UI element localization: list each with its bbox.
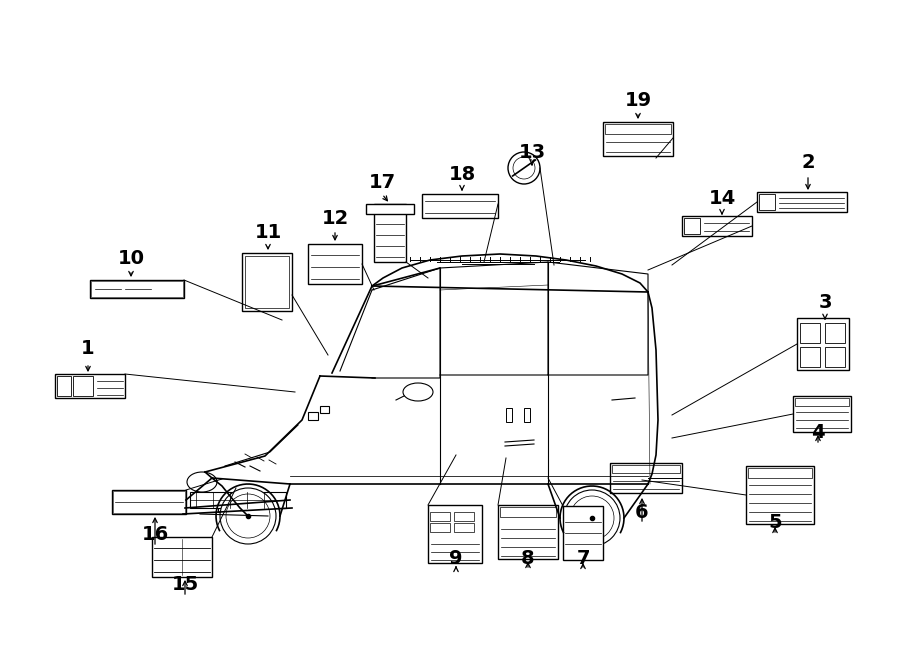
Bar [800,347,820,367]
Bar [684,218,700,234]
Bar [90,280,184,298]
Bar [605,124,671,134]
Bar [793,396,851,432]
Bar [57,376,71,396]
Text: 3: 3 [818,293,832,311]
Bar [242,253,292,311]
Text: 12: 12 [321,208,348,227]
Bar [825,323,845,343]
Bar [374,204,406,262]
Bar [190,492,286,508]
Bar [795,398,849,406]
Bar [73,376,93,396]
Bar [748,468,812,478]
Circle shape [220,488,276,544]
Bar [759,194,775,210]
Text: 17: 17 [368,173,396,192]
Bar [112,490,186,514]
Bar [682,216,752,236]
Bar [308,244,362,284]
Bar [498,505,558,559]
Text: 5: 5 [769,512,782,531]
Circle shape [564,490,620,546]
Text: 16: 16 [141,525,168,545]
Bar [55,374,125,398]
Bar [454,523,474,532]
Bar [563,506,603,560]
Circle shape [226,494,270,538]
Bar [366,204,414,214]
Bar [245,256,289,308]
Text: 10: 10 [118,249,145,268]
Bar [152,537,212,577]
Bar [454,512,474,521]
Bar [430,523,450,532]
Text: 4: 4 [811,422,824,442]
Text: 19: 19 [625,91,652,110]
Ellipse shape [187,472,217,492]
Text: 2: 2 [801,153,814,171]
Bar [612,465,680,473]
Text: 13: 13 [518,143,545,161]
Bar [500,507,556,517]
Text: 9: 9 [449,549,463,568]
Bar [506,408,512,422]
Bar [746,466,814,524]
Circle shape [508,152,540,184]
Text: 7: 7 [576,549,590,568]
Bar [603,122,673,156]
Bar [320,406,329,413]
Bar [524,408,530,422]
Bar [91,281,183,297]
Bar [308,412,318,420]
Bar [610,463,682,493]
Text: 6: 6 [635,502,649,522]
Text: 15: 15 [171,576,199,594]
Bar [113,491,185,513]
Circle shape [570,496,614,540]
Bar [757,192,847,212]
Text: 11: 11 [255,223,282,241]
Bar [430,512,450,521]
Bar [422,194,498,218]
Bar [800,323,820,343]
Bar [218,506,253,512]
Text: 8: 8 [521,549,535,568]
Text: 18: 18 [448,165,475,184]
Ellipse shape [403,383,433,401]
Text: 14: 14 [708,188,735,208]
Text: 1: 1 [81,338,94,358]
Bar [428,505,482,563]
Bar [797,318,849,370]
Bar [825,347,845,367]
